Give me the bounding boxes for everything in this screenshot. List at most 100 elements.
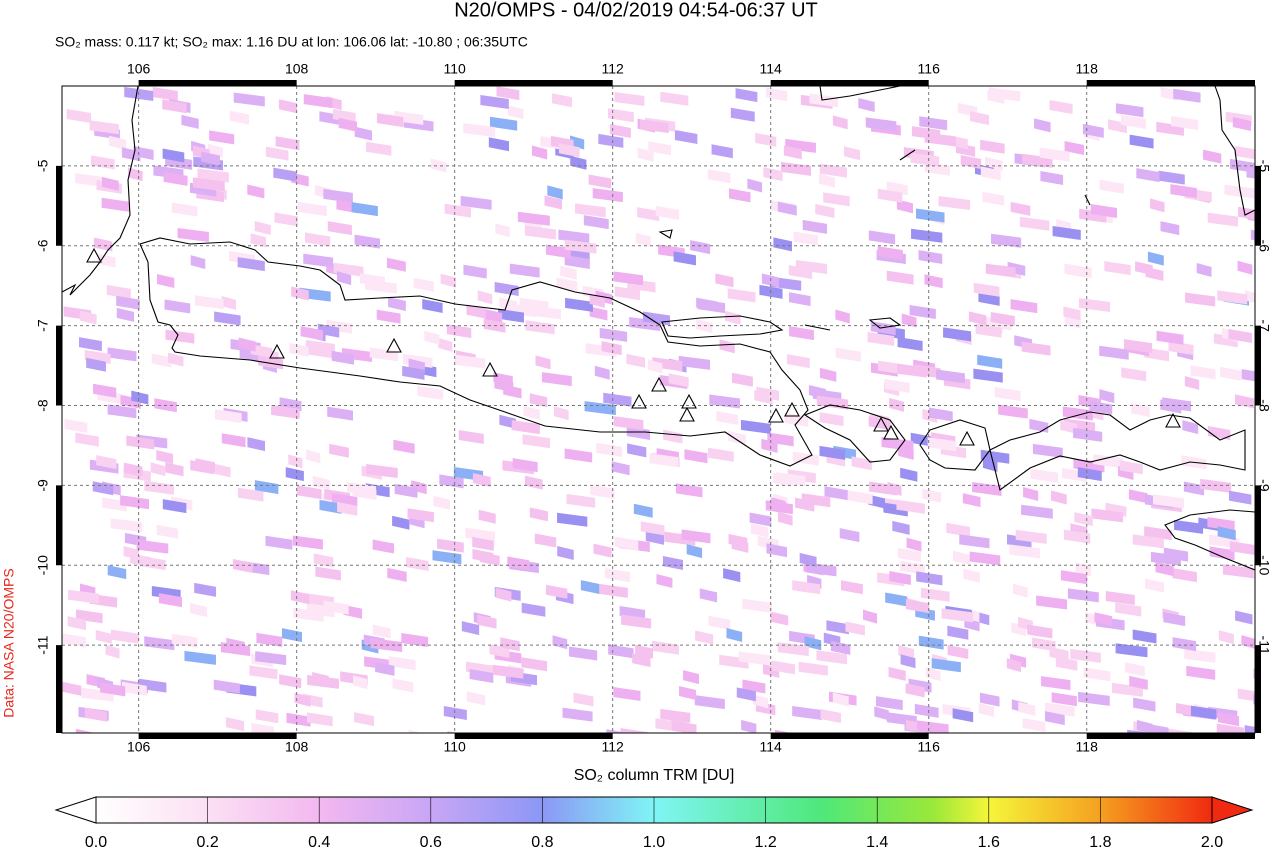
so2-pixel: [683, 670, 700, 685]
so2-pixel: [162, 99, 187, 114]
so2-pixel: [101, 176, 119, 191]
so2-pixel: [1123, 339, 1153, 354]
so2-pixel: [432, 550, 462, 565]
frame-bar: [770, 733, 929, 739]
so2-pixel: [820, 708, 841, 723]
so2-pixel: [551, 93, 573, 108]
so2-pixel: [392, 515, 410, 530]
so2-pixel: [1093, 454, 1124, 469]
y-tick-label: -11: [35, 635, 51, 654]
so2-pixel: [566, 493, 596, 508]
colorbar-tick-label: 0.8: [531, 834, 553, 851]
so2-pixel: [123, 462, 143, 477]
coast-sumba: [1164, 509, 1255, 571]
volcano: [784, 401, 800, 417]
so2-pixel: [819, 445, 846, 460]
so2-pixel: [557, 545, 574, 560]
frame-bar: [454, 80, 613, 86]
so2-pixel: [1131, 403, 1150, 418]
so2-pixel: [413, 277, 434, 292]
so2-pixel: [1032, 443, 1063, 458]
so2-pixel: [613, 271, 643, 286]
so2-pixel: [84, 707, 107, 722]
so2-pixel: [62, 633, 86, 648]
so2-pixel: [156, 449, 174, 464]
so2-pixel: [985, 263, 1016, 278]
so2-pixel: [1238, 206, 1255, 220]
so2-pixel: [492, 664, 524, 679]
so2-pixel: [214, 311, 241, 326]
so2-pixel: [437, 538, 464, 553]
so2-pixel: [1208, 426, 1231, 441]
so2-pixel: [144, 636, 175, 651]
so2-pixel: [766, 87, 788, 102]
so2-pixel: [709, 394, 740, 409]
volcano: [651, 376, 667, 392]
so2-pixel: [994, 387, 1021, 402]
so2-pixel: [1119, 460, 1143, 475]
so2-pixel: [463, 264, 487, 279]
so2-pixel: [715, 273, 734, 288]
so2-pixel: [552, 635, 568, 650]
so2-pixel: [331, 350, 355, 365]
so2-pixel: [285, 467, 304, 482]
so2-pixel: [1160, 399, 1182, 414]
so2-pixel: [788, 292, 811, 307]
so2-pixel: [406, 556, 429, 571]
so2-pixel: [819, 367, 837, 382]
so2-pixel: [472, 536, 494, 551]
so2-pixel: [306, 449, 321, 464]
so2-pixel: [1172, 568, 1197, 583]
x-tick-label-top: 118: [1076, 61, 1099, 77]
so2-pixel: [1228, 329, 1253, 344]
x-tick-label: 106: [127, 739, 151, 755]
so2-pixel: [460, 195, 492, 210]
so2-pixel: [386, 257, 406, 272]
so2-pixel: [162, 499, 187, 514]
so2-pixel: [496, 86, 520, 101]
so2-pixel: [1246, 167, 1255, 179]
so2-pixel: [874, 706, 889, 721]
so2-pixel: [417, 385, 444, 400]
so2-pixel: [681, 529, 711, 544]
so2-pixel: [156, 273, 175, 288]
so2-pixel: [1232, 116, 1251, 131]
so2-pixel: [1051, 692, 1077, 707]
so2-pixel: [663, 429, 683, 444]
subtitle: SO₂ mass: 0.117 kt; SO₂ max: 1.16 DU at …: [55, 34, 528, 50]
so2-pixel: [1082, 123, 1104, 138]
so2-pixel: [770, 611, 789, 626]
so2-pixel: [529, 305, 562, 320]
so2-pixel: [607, 108, 634, 123]
so2-pixel: [107, 404, 137, 419]
so2-pixel: [647, 359, 663, 374]
so2-pixel: [495, 587, 512, 602]
so2-pixel: [943, 327, 972, 342]
so2-pixel: [931, 658, 961, 673]
so2-pixel: [783, 145, 802, 160]
so2-pixel: [407, 508, 434, 523]
so2-pixel: [1090, 400, 1113, 415]
so2-pixel: [92, 481, 114, 496]
so2-pixel: [131, 390, 149, 405]
so2-pixel: [319, 499, 342, 514]
so2-pixel: [816, 650, 847, 665]
so2-pixel: [1184, 648, 1216, 663]
so2-pixel: [110, 518, 143, 533]
so2-pixel: [438, 337, 453, 352]
so2-pixel: [392, 678, 414, 693]
so2-pixel: [731, 372, 753, 387]
graticule: 106 106 108 108 110 110 112 112 114 114 116 116 118 1…: [35, 61, 1272, 755]
so2-pixel: [793, 231, 819, 246]
so2-pixel: [463, 123, 496, 138]
so2-pixel: [884, 378, 910, 393]
so2-pixel: [480, 95, 509, 110]
so2-pixel: [213, 679, 240, 694]
so2-pixel: [564, 239, 597, 254]
so2-pixel: [947, 625, 969, 640]
so2-pixel: [523, 405, 540, 420]
so2-pixel: [1099, 389, 1115, 404]
so2-pixel: [952, 708, 974, 723]
so2-pixel: [593, 543, 612, 558]
